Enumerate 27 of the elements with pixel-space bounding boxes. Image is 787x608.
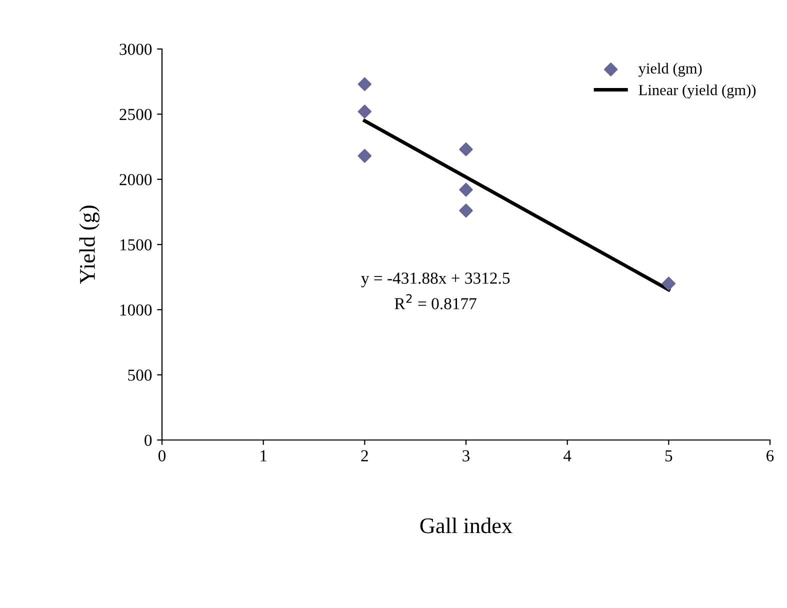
point <box>459 204 473 218</box>
point <box>358 77 372 92</box>
x-tick-label: 5 <box>665 450 672 462</box>
y-tick-label: 0 <box>144 434 152 446</box>
legend-label: Linear (yield (gm)) <box>638 84 756 98</box>
annotation: y = -431.88x + 3312.5 <box>361 272 510 288</box>
point <box>459 182 473 197</box>
annotation: R$^{2}$ = 0.8177 <box>394 294 476 310</box>
y-tick-label: 2000 <box>120 174 152 186</box>
point <box>459 142 473 156</box>
y-axis-title: Yield (g) <box>79 206 100 284</box>
point <box>358 104 372 118</box>
legend-label: yield (gm) <box>638 62 702 77</box>
y-tick-label: 3000 <box>120 44 152 55</box>
x-tick-label: 3 <box>462 450 470 462</box>
x-tick-label: 0 <box>158 450 166 462</box>
x-tick-label: 1 <box>260 450 266 462</box>
y-tick-label: 1500 <box>120 239 152 250</box>
x-axis-title: Gall index <box>420 518 512 534</box>
y-tick-label: 500 <box>128 370 152 381</box>
x-tick-label: 2 <box>361 450 368 462</box>
y-tick-label: 1000 <box>120 304 152 316</box>
x-tick-label: 4 <box>563 450 572 462</box>
y-tick-label: 2500 <box>120 108 152 120</box>
point <box>358 148 372 163</box>
point <box>662 276 676 291</box>
x-tick-label: 6 <box>766 450 774 462</box>
